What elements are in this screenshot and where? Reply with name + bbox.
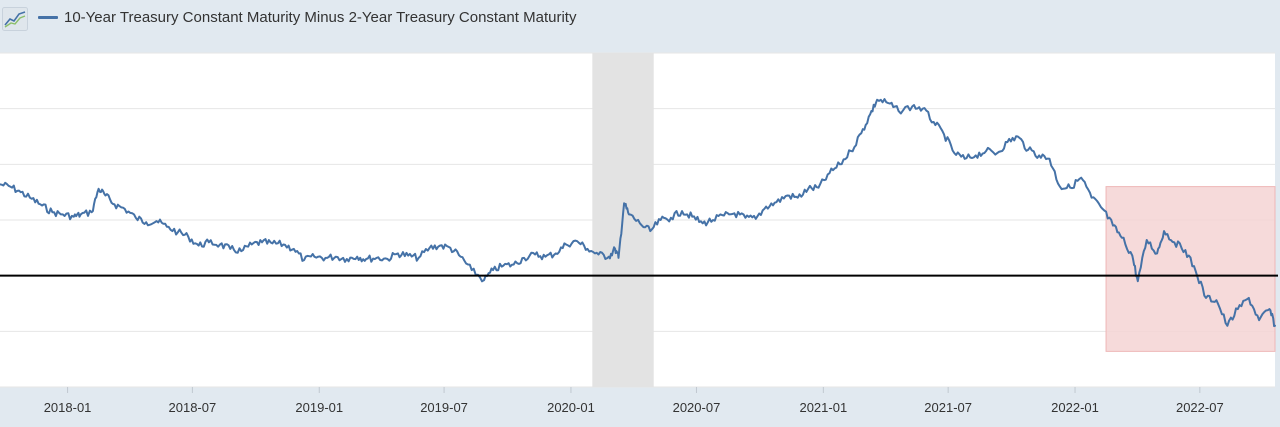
legend-bar: 10-Year Treasury Constant Maturity Minus… bbox=[0, 0, 1280, 36]
x-axis-ticks: 2018-01 2018-07 2019-01 2019-07 2020-01 2020-… bbox=[44, 387, 1224, 415]
series-layer bbox=[0, 98, 1276, 328]
highlight-region bbox=[1105, 186, 1276, 352]
x-tick-label: 2020-07 bbox=[673, 400, 721, 415]
series-line-0 bbox=[0, 98, 1276, 328]
x-tick-label: 2021-07 bbox=[924, 400, 972, 415]
x-tick-label: 2019-01 bbox=[295, 400, 343, 415]
x-tick-label: 2021-01 bbox=[799, 400, 847, 415]
x-tick-label: 2019-07 bbox=[420, 400, 468, 415]
chart-line-icon[interactable] bbox=[2, 7, 28, 31]
x-tick-label: 2022-01 bbox=[1051, 400, 1099, 415]
x-tick-label: 2018-01 bbox=[44, 400, 92, 415]
x-tick-label: 2022-07 bbox=[1176, 400, 1224, 415]
x-tick-label: 2020-01 bbox=[547, 400, 595, 415]
legend-swatch bbox=[38, 16, 58, 19]
legend-series-label[interactable]: 10-Year Treasury Constant Maturity Minus… bbox=[64, 9, 577, 26]
x-tick-label: 2018-07 bbox=[169, 400, 217, 415]
